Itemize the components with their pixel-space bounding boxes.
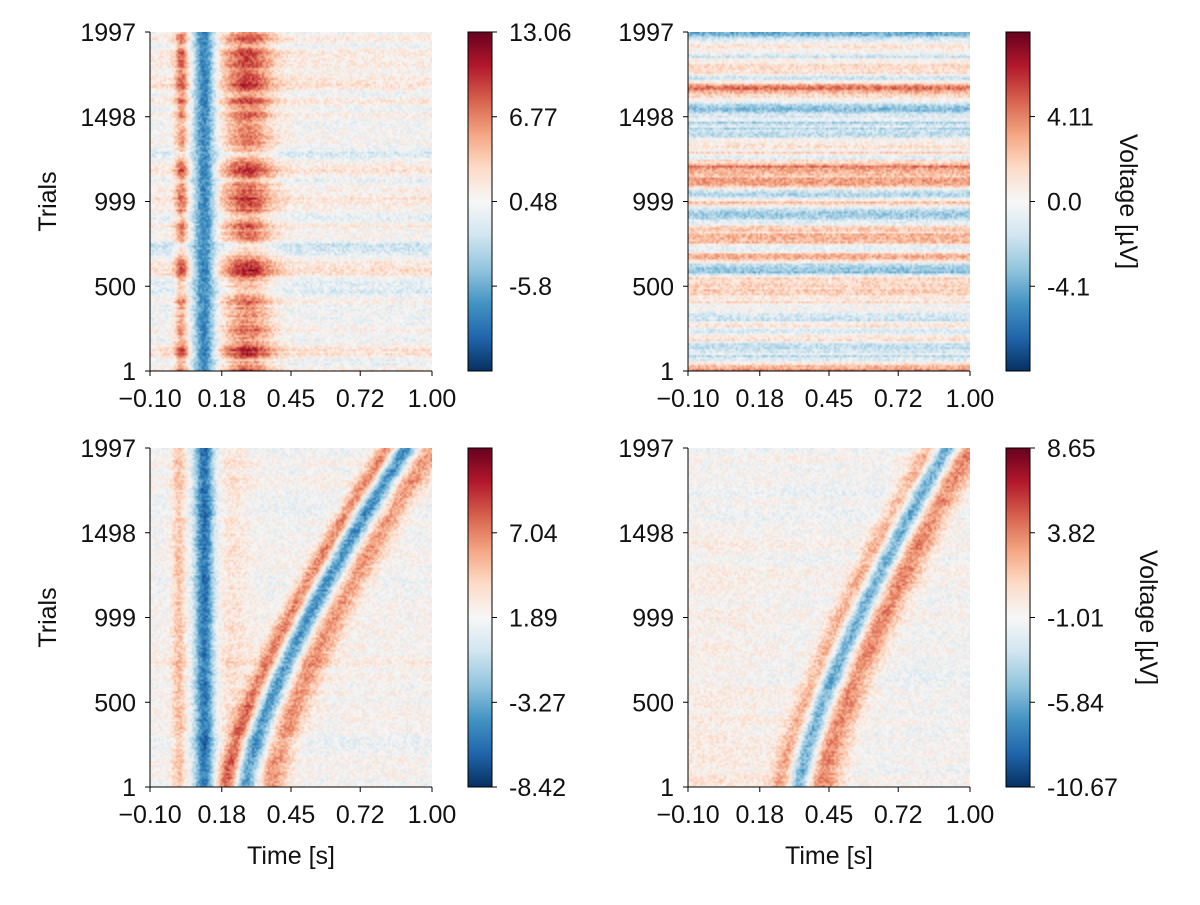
colorbar-tick-label: -3.27 (509, 689, 566, 717)
y-tick-label: 1997 (618, 19, 674, 47)
y-axis-label: Trials (34, 171, 62, 231)
x-tick-label: 1.00 (408, 385, 457, 413)
y-tick-label: 1 (122, 774, 136, 802)
colorbar-tick-label: 3.82 (1047, 520, 1096, 548)
colorbar (467, 31, 493, 372)
y-axis-label: Trials (34, 587, 62, 647)
y-tick-label: 1997 (80, 435, 136, 463)
x-tick-label: 0.18 (197, 801, 246, 829)
y-tick-label: 1498 (618, 520, 674, 548)
colorbar-tick-label: 8.65 (1047, 435, 1096, 463)
x-tick-label: 0.72 (336, 385, 385, 413)
colorbar (1005, 447, 1031, 788)
x-tick-label: 0.72 (874, 801, 923, 829)
heatmap-top-right (688, 32, 970, 371)
x-tick-label: 0.45 (805, 385, 854, 413)
y-tick-label: 1 (660, 358, 674, 386)
colorbar-tick-label: 6.77 (509, 104, 558, 132)
y-tick-label: 1498 (80, 104, 136, 132)
x-tick-label: −0.10 (656, 801, 719, 829)
colorbar (467, 447, 493, 788)
y-tick-label: 500 (632, 273, 674, 301)
panel-bottom-left: −0.10 0.18 0.45 0.72 1.00 1 500 999 1498 1997 Tria… (34, 435, 566, 870)
colorbar-tick-label: 13.06 (509, 19, 572, 47)
colorbar-label: Voltage [µV] (1134, 550, 1162, 685)
colorbar-tick-label: 0.0 (1047, 189, 1082, 217)
panel-bottom-right: −0.10 0.18 0.45 0.72 1.00 1 500 999 1498 1997 Time… (618, 435, 1162, 870)
y-tick-label: 1 (660, 774, 674, 802)
x-tick-label: 0.45 (805, 801, 854, 829)
x-tick-label: 0.45 (267, 801, 316, 829)
colorbar-tick-label: -10.67 (1047, 774, 1118, 802)
colorbar-label: Voltage [µV] (1114, 134, 1142, 269)
x-tick-label: 0.18 (735, 385, 784, 413)
y-tick-label: 999 (632, 605, 674, 633)
x-tick-label: −0.10 (118, 801, 181, 829)
x-tick-label: −0.10 (656, 385, 719, 413)
colorbar-tick-label: -4.1 (1047, 273, 1090, 301)
y-tick-label: 500 (94, 689, 136, 717)
colorbar-tick-label: 4.11 (1047, 104, 1094, 132)
x-axis-label: Time [s] (247, 842, 335, 870)
x-tick-label: 1.00 (408, 801, 457, 829)
x-tick-label: 0.72 (874, 385, 923, 413)
y-tick-label: 999 (632, 189, 674, 217)
y-tick-label: 500 (632, 689, 674, 717)
y-tick-label: 1498 (618, 104, 674, 132)
y-tick-label: 500 (94, 273, 136, 301)
colorbar-tick-label: -8.42 (509, 774, 566, 802)
colorbar (1005, 31, 1031, 372)
x-tick-label: 0.18 (197, 385, 246, 413)
x-tick-label: 1.00 (946, 385, 995, 413)
y-tick-label: 1498 (80, 520, 136, 548)
colorbar-tick-label: -5.84 (1047, 689, 1104, 717)
x-tick-label: 0.45 (267, 385, 316, 413)
panel-top-left: −0.10 0.18 0.45 0.72 1.00 1 500 999 1498 1997 Tria… (34, 19, 572, 413)
panel-top-right: −0.10 0.18 0.45 0.72 1.00 1 500 999 1498 1997 4.11… (618, 19, 1142, 413)
x-tick-label: −0.10 (118, 385, 181, 413)
heatmap-bottom-left (150, 448, 432, 787)
colorbar-tick-label: 0.48 (509, 189, 558, 217)
colorbar-tick-label: 7.04 (509, 520, 558, 548)
colorbar-tick-label: 1.89 (509, 605, 558, 633)
x-tick-label: 0.18 (735, 801, 784, 829)
x-tick-label: 0.72 (336, 801, 385, 829)
y-tick-label: 1997 (80, 19, 136, 47)
colorbar-tick-label: -1.01 (1047, 605, 1104, 633)
y-tick-label: 999 (94, 605, 136, 633)
x-tick-label: 1.00 (946, 801, 995, 829)
x-axis-label: Time [s] (785, 842, 873, 870)
y-tick-label: 1 (122, 358, 136, 386)
y-tick-label: 1997 (618, 435, 674, 463)
heatmap-top-left (150, 32, 432, 371)
heatmap-bottom-right (688, 448, 970, 787)
colorbar-tick-label: -5.8 (509, 273, 552, 301)
y-tick-label: 999 (94, 189, 136, 217)
